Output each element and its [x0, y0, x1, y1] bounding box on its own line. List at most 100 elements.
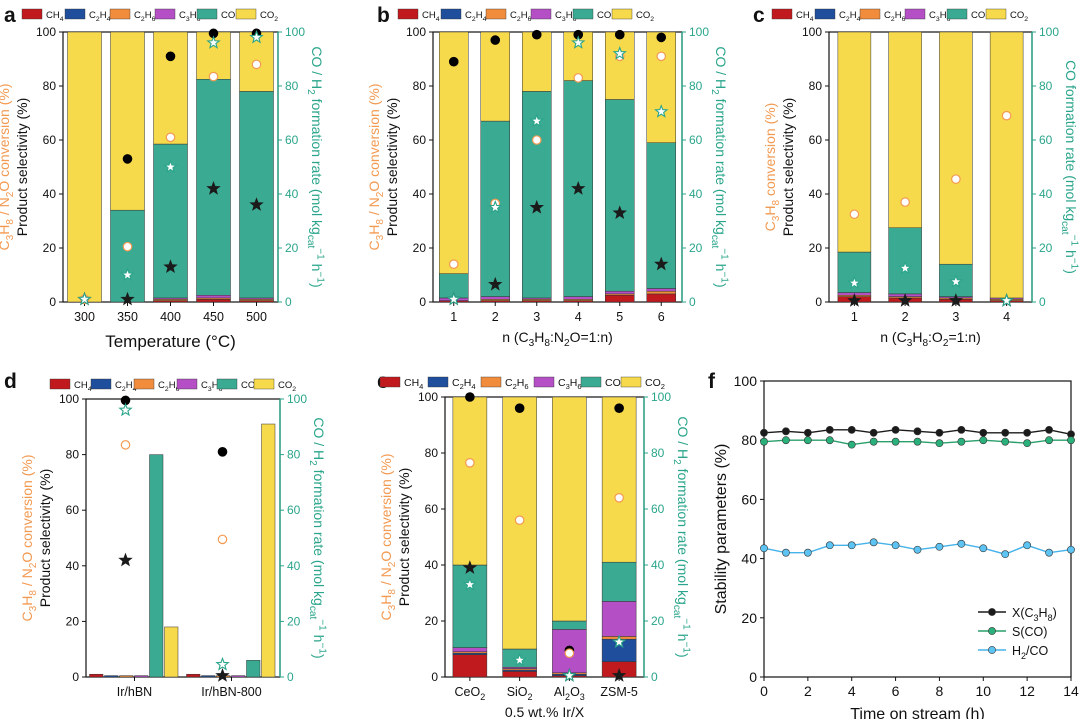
marker-c3h8-conversion — [656, 32, 667, 43]
x-axis-title: Time on stream (h) — [850, 706, 985, 719]
text-part: O conversion (%) — [366, 83, 382, 191]
text-part: C — [558, 377, 566, 389]
text-part: 6 — [528, 16, 532, 23]
text-part: kg — [311, 591, 327, 606]
text-part: 6 — [947, 16, 951, 23]
x-tick-label: 450 — [203, 310, 224, 324]
bar-c3h6 — [601, 601, 637, 637]
y-axis-title-conversion: C3H8 conversion (%) — [762, 103, 782, 232]
right-tick-label: 100 — [689, 25, 709, 39]
bar-c2h4 — [104, 675, 119, 678]
text-part: 3 — [533, 310, 540, 324]
right-tick-label: 80 — [689, 79, 703, 93]
text-part: CO / H — [713, 46, 729, 89]
right-tick-label: 60 — [287, 503, 301, 517]
text-part: 2 — [671, 459, 682, 465]
series-point — [803, 548, 812, 557]
marker-n2o-conversion — [465, 457, 475, 468]
y-tick-label: 100 — [734, 373, 758, 389]
bar-co2 — [522, 31, 552, 92]
right-tick-label: 40 — [651, 558, 665, 572]
text-part: 4 — [483, 16, 487, 23]
text-part: n (C — [502, 329, 528, 345]
bar-c3h6 — [134, 675, 149, 678]
left-tick-label: 80 — [43, 79, 57, 93]
legend-swatch-c2h4 — [440, 8, 462, 20]
y-tick-label: 20 — [741, 610, 757, 626]
bar-ch4 — [646, 293, 676, 303]
legend-swatch-c3h6 — [154, 8, 176, 20]
y-tick-label: 80 — [741, 432, 757, 448]
marker-n2o-conversion — [656, 51, 667, 62]
marker-h2-formation-rate — [118, 402, 133, 417]
text-part: CO — [221, 10, 235, 21]
y-tick-label: 40 — [741, 551, 757, 567]
text-part: 6 — [176, 386, 180, 393]
x-tick-label: 2 — [902, 310, 909, 324]
legend-label-c2h6: C2H6 — [158, 380, 180, 393]
marker-c3h8-conversion — [614, 29, 625, 40]
marker-c3h8-conversion — [849, 209, 860, 220]
text-part: 2 — [122, 386, 126, 393]
x-tick-label: 6 — [658, 310, 665, 324]
bar-co — [110, 209, 145, 303]
text-part: 2 — [5, 191, 16, 197]
x-tick-label: 1 — [450, 310, 457, 324]
marker-co-formation-rate — [163, 259, 178, 274]
text-part: H — [940, 10, 947, 21]
left-tick-label: 80 — [413, 79, 427, 93]
right-tick-label: 60 — [1039, 133, 1053, 147]
bar-co — [239, 91, 274, 299]
marker-co-formation-rate — [249, 197, 264, 211]
text-part: C — [366, 240, 382, 250]
legend-label-c3h6: C3H6 — [201, 380, 223, 393]
series-point — [825, 541, 834, 550]
text-part: 4 — [60, 16, 64, 23]
left-tick-label: 100 — [802, 25, 822, 39]
bar-co2 — [989, 31, 1024, 299]
text-part: C — [19, 611, 35, 621]
series-point — [1045, 436, 1053, 445]
left-tick-label: 80 — [425, 446, 439, 460]
x-tick-label: 300 — [74, 310, 95, 324]
marker-n2o-conversion — [573, 73, 584, 83]
y-axis-title-selectivity: Product selectivity (%) — [14, 98, 30, 236]
text-part: CO / H — [311, 417, 327, 460]
left-tick-label: 60 — [425, 502, 439, 516]
series-point — [1067, 545, 1075, 554]
marker-n2o-conversion — [122, 241, 133, 252]
text-part: H — [566, 10, 573, 21]
y-axis-title-selectivity: Product selectivity (%) — [396, 468, 412, 606]
legend-swatch-c2h6 — [480, 376, 502, 388]
series-point — [803, 436, 812, 445]
x-tick-label: CeO2 — [455, 685, 486, 702]
y2-axis-title: CO / H2 formation rate (mol kgcat−1 h−1) — [307, 417, 328, 658]
series-point — [935, 439, 944, 448]
y-axis-title-conversion: C3H8 / N2O conversion (%) — [366, 83, 386, 250]
left-tick-label: 40 — [43, 187, 57, 201]
legend-swatch-c2h4 — [814, 8, 836, 20]
right-tick-label: 60 — [285, 133, 299, 147]
text-part: H — [19, 596, 35, 606]
text-part: 3 — [952, 310, 959, 324]
text-part: 2 — [943, 338, 949, 349]
legend-label-c2h4: C2H4 — [839, 10, 861, 23]
bar-co2 — [439, 31, 469, 274]
text-part: 2 — [513, 382, 517, 391]
marker-h2-formation-rate — [446, 291, 461, 306]
text-part: Product selectivity (%) — [384, 98, 400, 236]
y2-axis-title: CO / H2 formation rate (mol kgcat−1 h−1) — [709, 46, 730, 287]
legend-label-co: CO — [597, 10, 611, 21]
legend-label-c2h6: C2H6 — [884, 10, 906, 23]
text-part: h — [311, 631, 327, 643]
legend-swatch-co2 — [985, 8, 1007, 20]
text-part: formation rate (mol — [675, 465, 691, 590]
text-part: 2 — [141, 16, 145, 23]
text-part: 6 — [524, 382, 528, 391]
legend-swatch-co — [216, 378, 238, 390]
text-part: CO / H — [309, 46, 325, 89]
text-part: /CO — [1026, 644, 1049, 658]
text-part: formation rate (mol — [713, 95, 729, 220]
text-part: C — [378, 610, 394, 620]
